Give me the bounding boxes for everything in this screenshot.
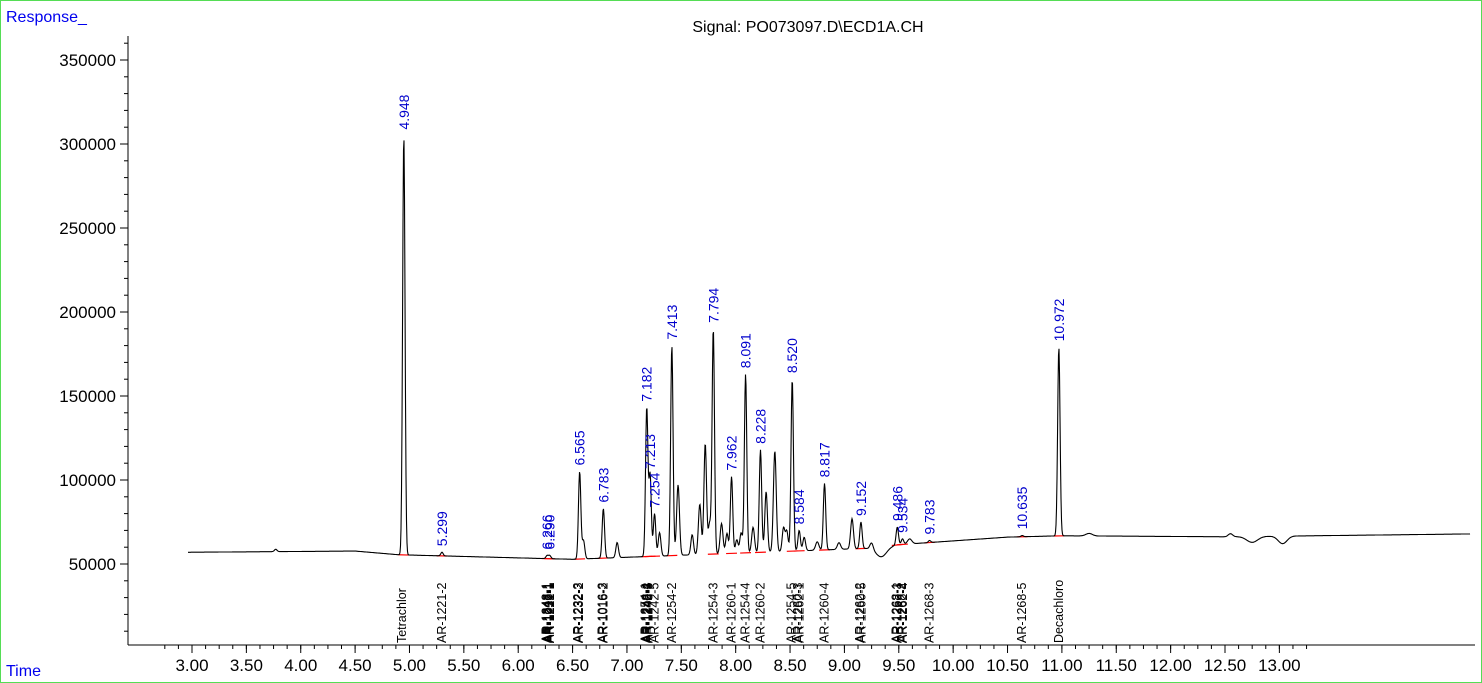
compound-label: AR-1248-1 xyxy=(540,583,554,643)
compound-label: AR-1260-4 xyxy=(818,582,832,642)
peak-label: 7.962 xyxy=(724,435,740,470)
peak-label: 8.228 xyxy=(752,409,768,444)
x-tick-label: 7.50 xyxy=(665,656,698,675)
x-tick-label: 5.00 xyxy=(393,656,426,675)
compound-label: AR-1268-1 xyxy=(890,582,904,642)
x-tick-label: 4.50 xyxy=(339,656,372,675)
compound-label: AR-1254-4 xyxy=(739,583,753,643)
x-tick-label: 8.50 xyxy=(774,656,807,675)
x-tick-label: 11.00 xyxy=(1041,656,1082,675)
compound-label: AR-1268-5 xyxy=(1015,582,1029,642)
peak-label: 10.972 xyxy=(1051,298,1067,341)
compound-label: AR-1016-2 xyxy=(597,583,611,643)
compound-label: AR-1260-1 xyxy=(725,583,739,643)
peak-label: 9.534 xyxy=(895,498,911,533)
x-tick-label: 4.00 xyxy=(284,656,317,675)
x-tick-label: 12.00 xyxy=(1149,656,1192,675)
signal-trace xyxy=(188,140,1471,560)
compound-label: AR-1016-1 xyxy=(541,582,555,642)
x-tick-label: 9.50 xyxy=(882,656,915,675)
axis-ticks: 3.00 3.50 4.00 4.50 5.00 5.50 6.00 6.50 7.00 7.50… xyxy=(59,42,1308,675)
compound-label: AR-1248-5 xyxy=(642,583,656,643)
y-tick-label: 300000 xyxy=(59,135,116,154)
compound-labels: Tetrachlor AR-1221-2 AR-1248-1AR-1242-1AR-… xyxy=(395,580,1066,643)
peak-label: 7.254 xyxy=(647,472,663,507)
peak-label: 9.152 xyxy=(853,481,869,516)
compound-label: AR-1248-4 xyxy=(640,582,654,642)
compound-label: AR-1242-5 xyxy=(648,583,662,643)
compound-label: AR-1016-3 xyxy=(596,583,610,643)
x-tick-label: 13.00 xyxy=(1258,656,1301,675)
peak-label: 4.948 xyxy=(396,94,412,129)
x-axis-label: Time xyxy=(6,663,41,680)
peak-label: 8.520 xyxy=(784,338,800,373)
peak-label: 6.783 xyxy=(595,467,611,502)
compound-label: AR-1262-3 xyxy=(891,583,905,643)
peak-label: 7.182 xyxy=(639,367,655,402)
compound-label: Tetrachlor xyxy=(395,588,409,643)
x-tick-label: 12.50 xyxy=(1204,656,1247,675)
peak-label: 6.266 xyxy=(539,514,555,549)
compound-label: AR-1268-2 xyxy=(895,583,909,643)
peak-label: 8.817 xyxy=(816,442,832,477)
compound-label: AR-1254-2 xyxy=(665,583,679,643)
compound-label: AR-1262-2 xyxy=(853,583,867,643)
x-tick-label: 8.00 xyxy=(719,656,752,675)
compound-label: AR-1260-2 xyxy=(754,583,768,643)
peak-baseline xyxy=(897,543,908,546)
compound-label: AR-1242-1 xyxy=(541,583,555,643)
compound-label: AR-1268-3 xyxy=(923,583,937,643)
peak-baselines xyxy=(398,535,1065,560)
compound-label: AR-1232-1 xyxy=(542,582,556,642)
compound-label: AR-1232-3 xyxy=(571,582,585,642)
compound-label: AR-1221-1 xyxy=(543,583,557,643)
compound-label: Decachloro xyxy=(1052,580,1066,643)
x-tick-label: 6.00 xyxy=(502,656,535,675)
x-tick-label: 9.00 xyxy=(828,656,861,675)
y-tick-label: 200000 xyxy=(59,303,116,322)
y-tick-label: 150000 xyxy=(59,387,116,406)
y-tick-label: 100000 xyxy=(59,471,116,490)
y-axis-label: Response_ xyxy=(6,9,88,26)
x-tick-label: 5.50 xyxy=(447,656,480,675)
compound-label: AR-1232-2 xyxy=(572,582,586,642)
peak-label: 9.486 xyxy=(889,486,905,521)
peak-label: 8.091 xyxy=(738,333,754,368)
compound-label: AR-1221-2 xyxy=(435,583,449,643)
chart-title: Signal: PO073097.D\ECD1A.CH xyxy=(692,19,923,36)
peak-label: 6.565 xyxy=(572,430,588,465)
peak-label: 6.290 xyxy=(542,514,558,549)
y-tick-label: 350000 xyxy=(59,51,116,70)
x-tick-label: 7.00 xyxy=(610,656,643,675)
x-tick-label: 10.50 xyxy=(986,656,1029,675)
compound-label: AR-1262-1 xyxy=(792,583,806,643)
compound-label: AR-1262-4 xyxy=(896,582,910,642)
peak-label: 5.299 xyxy=(434,511,450,546)
compound-label: AR-1260-5 xyxy=(854,583,868,643)
compound-label: AR-1242-3 xyxy=(641,582,655,642)
x-tick-label: 6.50 xyxy=(556,656,589,675)
x-tick-label: 11.50 xyxy=(1096,656,1137,675)
compound-label: AR-1260-3 xyxy=(791,582,805,642)
compound-label: AR-1254-3 xyxy=(706,583,720,643)
peak-label: 7.213 xyxy=(642,434,658,469)
y-tick-label: 50000 xyxy=(69,555,116,574)
x-tick-label: 10.00 xyxy=(932,656,975,675)
x-tick-label: 3.50 xyxy=(230,656,263,675)
y-tick-label: 250000 xyxy=(59,219,116,238)
peak-label: 9.783 xyxy=(922,499,938,534)
peak-label: 8.584 xyxy=(791,489,807,524)
peak-label: 7.413 xyxy=(664,304,680,339)
x-tick-label: 3.00 xyxy=(175,656,208,675)
compound-label: AR-1254-5 xyxy=(785,583,799,643)
compound-label: AR-1254-1 xyxy=(638,582,652,642)
peak-label: 10.635 xyxy=(1014,486,1030,529)
peak-label: 7.794 xyxy=(705,288,721,323)
